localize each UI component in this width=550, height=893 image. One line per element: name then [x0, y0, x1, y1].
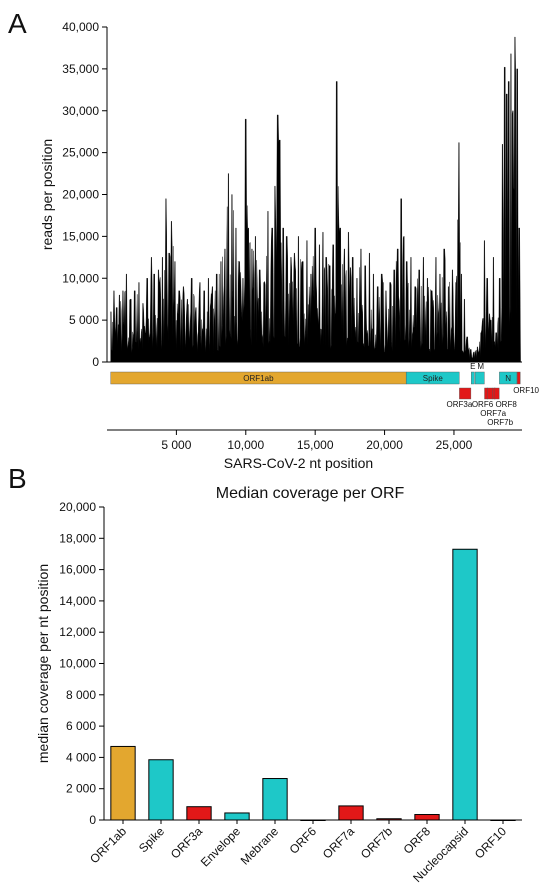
bar-y-tick-label: 20,000	[59, 500, 96, 514]
gene-label-orf3a: ORF3a	[447, 400, 473, 409]
gene-block-spike	[406, 371, 460, 385]
gene-label-orf7a: ORF7a	[480, 409, 506, 418]
bar-x-tick-label: ORF3a	[168, 824, 205, 861]
bar-orf3a	[186, 806, 212, 821]
bar-orf8	[414, 814, 440, 821]
y-axis-title: reads per position	[39, 139, 55, 250]
bar-y-tick-label: 2 000	[66, 782, 96, 796]
bar-y-tick-label: 12,000	[59, 625, 96, 639]
bar-x-tick-label: ORF7a	[320, 824, 357, 861]
bar-x-tick-label: ORF6	[287, 824, 320, 857]
y-tick-label: 0	[92, 355, 99, 369]
bar-y-tick-label: 10,000	[59, 657, 96, 671]
y-tick-label: 20,000	[62, 188, 99, 202]
gene-label-orf7b: ORF7b	[487, 418, 513, 427]
y-tick-label: 40,000	[62, 20, 99, 34]
bar-x-tick-label: ORF10	[472, 824, 509, 861]
gene-label-orf10: ORF10	[513, 386, 539, 395]
y-tick-label: 10,000	[62, 271, 99, 285]
bar-nucleocapsid	[452, 548, 478, 821]
y-tick-label: 15,000	[62, 229, 99, 243]
bar-x-tick-label: Envelope	[198, 824, 244, 870]
y-tick-label: 5 000	[69, 313, 99, 327]
coverage-chart: 0 5 000 10,000 15,000 20,000 25,000 30,000 35,0…	[39, 20, 540, 471]
bar-envelope	[224, 812, 250, 821]
gene-label-orf8: ORF8	[495, 400, 517, 409]
bar-y-tick-label: 0	[89, 813, 96, 827]
gene-label-orf6: ORF6	[472, 400, 494, 409]
x-tick-label: 20,000	[366, 438, 403, 452]
gene-label-e: E	[470, 362, 475, 371]
bar-orf7a	[338, 805, 364, 821]
bar-x-tick-label: Spike	[136, 824, 167, 855]
bar-y-tick-label: 6 000	[66, 719, 96, 733]
gene-label-m: M	[477, 362, 484, 371]
x-tick-label: 15,000	[297, 438, 334, 452]
bar-x-tick-label: Mebrane	[238, 824, 282, 868]
bar-orf7b	[376, 818, 402, 821]
gene-block-orf8	[493, 387, 500, 400]
y-tick-label: 35,000	[62, 62, 99, 76]
gene-block-orf7a	[486, 387, 493, 400]
bar-mebrane	[262, 778, 288, 821]
bar-y-tick-label: 8 000	[66, 688, 96, 702]
bar-spike	[148, 759, 174, 821]
bar-y-tick-label: 14,000	[59, 594, 96, 608]
gene-label-orf1ab: ORF1ab	[243, 374, 274, 383]
gene-block-orf3a	[459, 387, 472, 400]
x-tick-label: 5 000	[161, 438, 191, 452]
y-tick-label: 30,000	[62, 104, 99, 118]
gene-label-n: N	[505, 374, 511, 383]
x-tick-label: 25,000	[436, 438, 473, 452]
bar-x-tick-label: ORF8	[401, 824, 434, 857]
x-axis-title: SARS-CoV-2 nt position	[224, 455, 373, 471]
panel-label-a: A	[8, 8, 27, 39]
bar-y-axis-title: median coverage per nt position	[35, 564, 51, 763]
gene-block-e	[471, 371, 475, 385]
gene-block-m	[474, 371, 485, 385]
coverage-trace	[110, 36, 521, 363]
y-tick-label: 25,000	[62, 146, 99, 160]
bar-x-tick-label: ORF7b	[358, 824, 395, 861]
gene-block-n	[499, 371, 518, 385]
gene-block-orf10	[517, 371, 521, 385]
x-tick-label: 10,000	[227, 438, 264, 452]
bar-y-tick-label: 16,000	[59, 563, 96, 577]
bar-orf1ab	[110, 745, 136, 821]
gene-label-spike: Spike	[423, 374, 444, 383]
panel-label-b: B	[8, 463, 27, 494]
bar-y-tick-label: 18,000	[59, 531, 96, 545]
median-coverage-chart: Median coverage per ORF 0 2 000 4 000 6 000 8…	[35, 485, 522, 885]
bar-y-tick-label: 4 000	[66, 750, 96, 764]
bar-x-tick-label: ORF1ab	[87, 824, 129, 866]
chart-title: Median coverage per ORF	[216, 485, 405, 502]
